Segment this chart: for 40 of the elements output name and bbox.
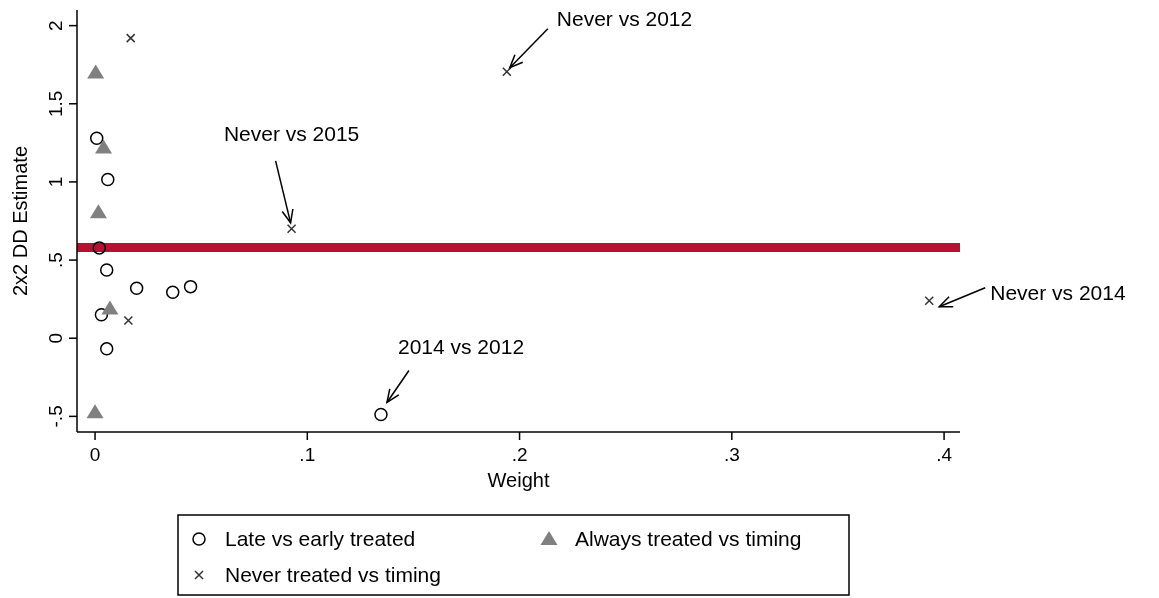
- point: [89, 131, 104, 145]
- point: [125, 33, 136, 43]
- annotation: Never vs 2015: [223, 121, 360, 145]
- point: [86, 404, 104, 419]
- y-tick-label: -.5: [45, 405, 66, 428]
- annotation: Never vs 2012: [556, 6, 693, 30]
- y-tick-label: 1.5: [45, 90, 66, 117]
- x-tick-label: .3: [723, 444, 740, 465]
- y-tick-label: 1: [45, 176, 66, 188]
- annotation: Never vs 2014: [990, 280, 1126, 304]
- point: [129, 281, 144, 295]
- annotation: 2014 vs 2012: [397, 335, 525, 359]
- point: [87, 64, 105, 79]
- point: [286, 224, 297, 234]
- legend-label: Late vs early treated: [225, 527, 416, 550]
- point: [94, 308, 109, 322]
- point: [374, 407, 388, 422]
- point: [95, 139, 113, 154]
- x-tick-label: .4: [936, 444, 953, 465]
- point: [101, 300, 119, 315]
- legend-label: Always treated vs timing: [575, 527, 802, 550]
- point: [99, 263, 114, 277]
- point: [101, 172, 115, 187]
- point: [924, 295, 934, 306]
- point: [92, 241, 107, 255]
- point: [165, 285, 180, 300]
- point: [89, 204, 107, 219]
- x-tick-label: 0: [89, 444, 101, 465]
- x-tick-label: .1: [299, 444, 316, 465]
- point: [502, 66, 512, 77]
- y-axis-title: 2x2 DD Estimate: [9, 145, 31, 297]
- point: [99, 342, 114, 356]
- legend-label: Never treated vs timing: [225, 563, 441, 586]
- y-tick-label: 0: [45, 332, 66, 344]
- y-tick-label: 2: [45, 20, 66, 31]
- point: [183, 279, 198, 294]
- point: [123, 315, 134, 326]
- x-tick-label: .2: [511, 444, 528, 465]
- x-axis-title: Weight: [487, 469, 550, 491]
- y-tick-label: .5: [45, 252, 66, 268]
